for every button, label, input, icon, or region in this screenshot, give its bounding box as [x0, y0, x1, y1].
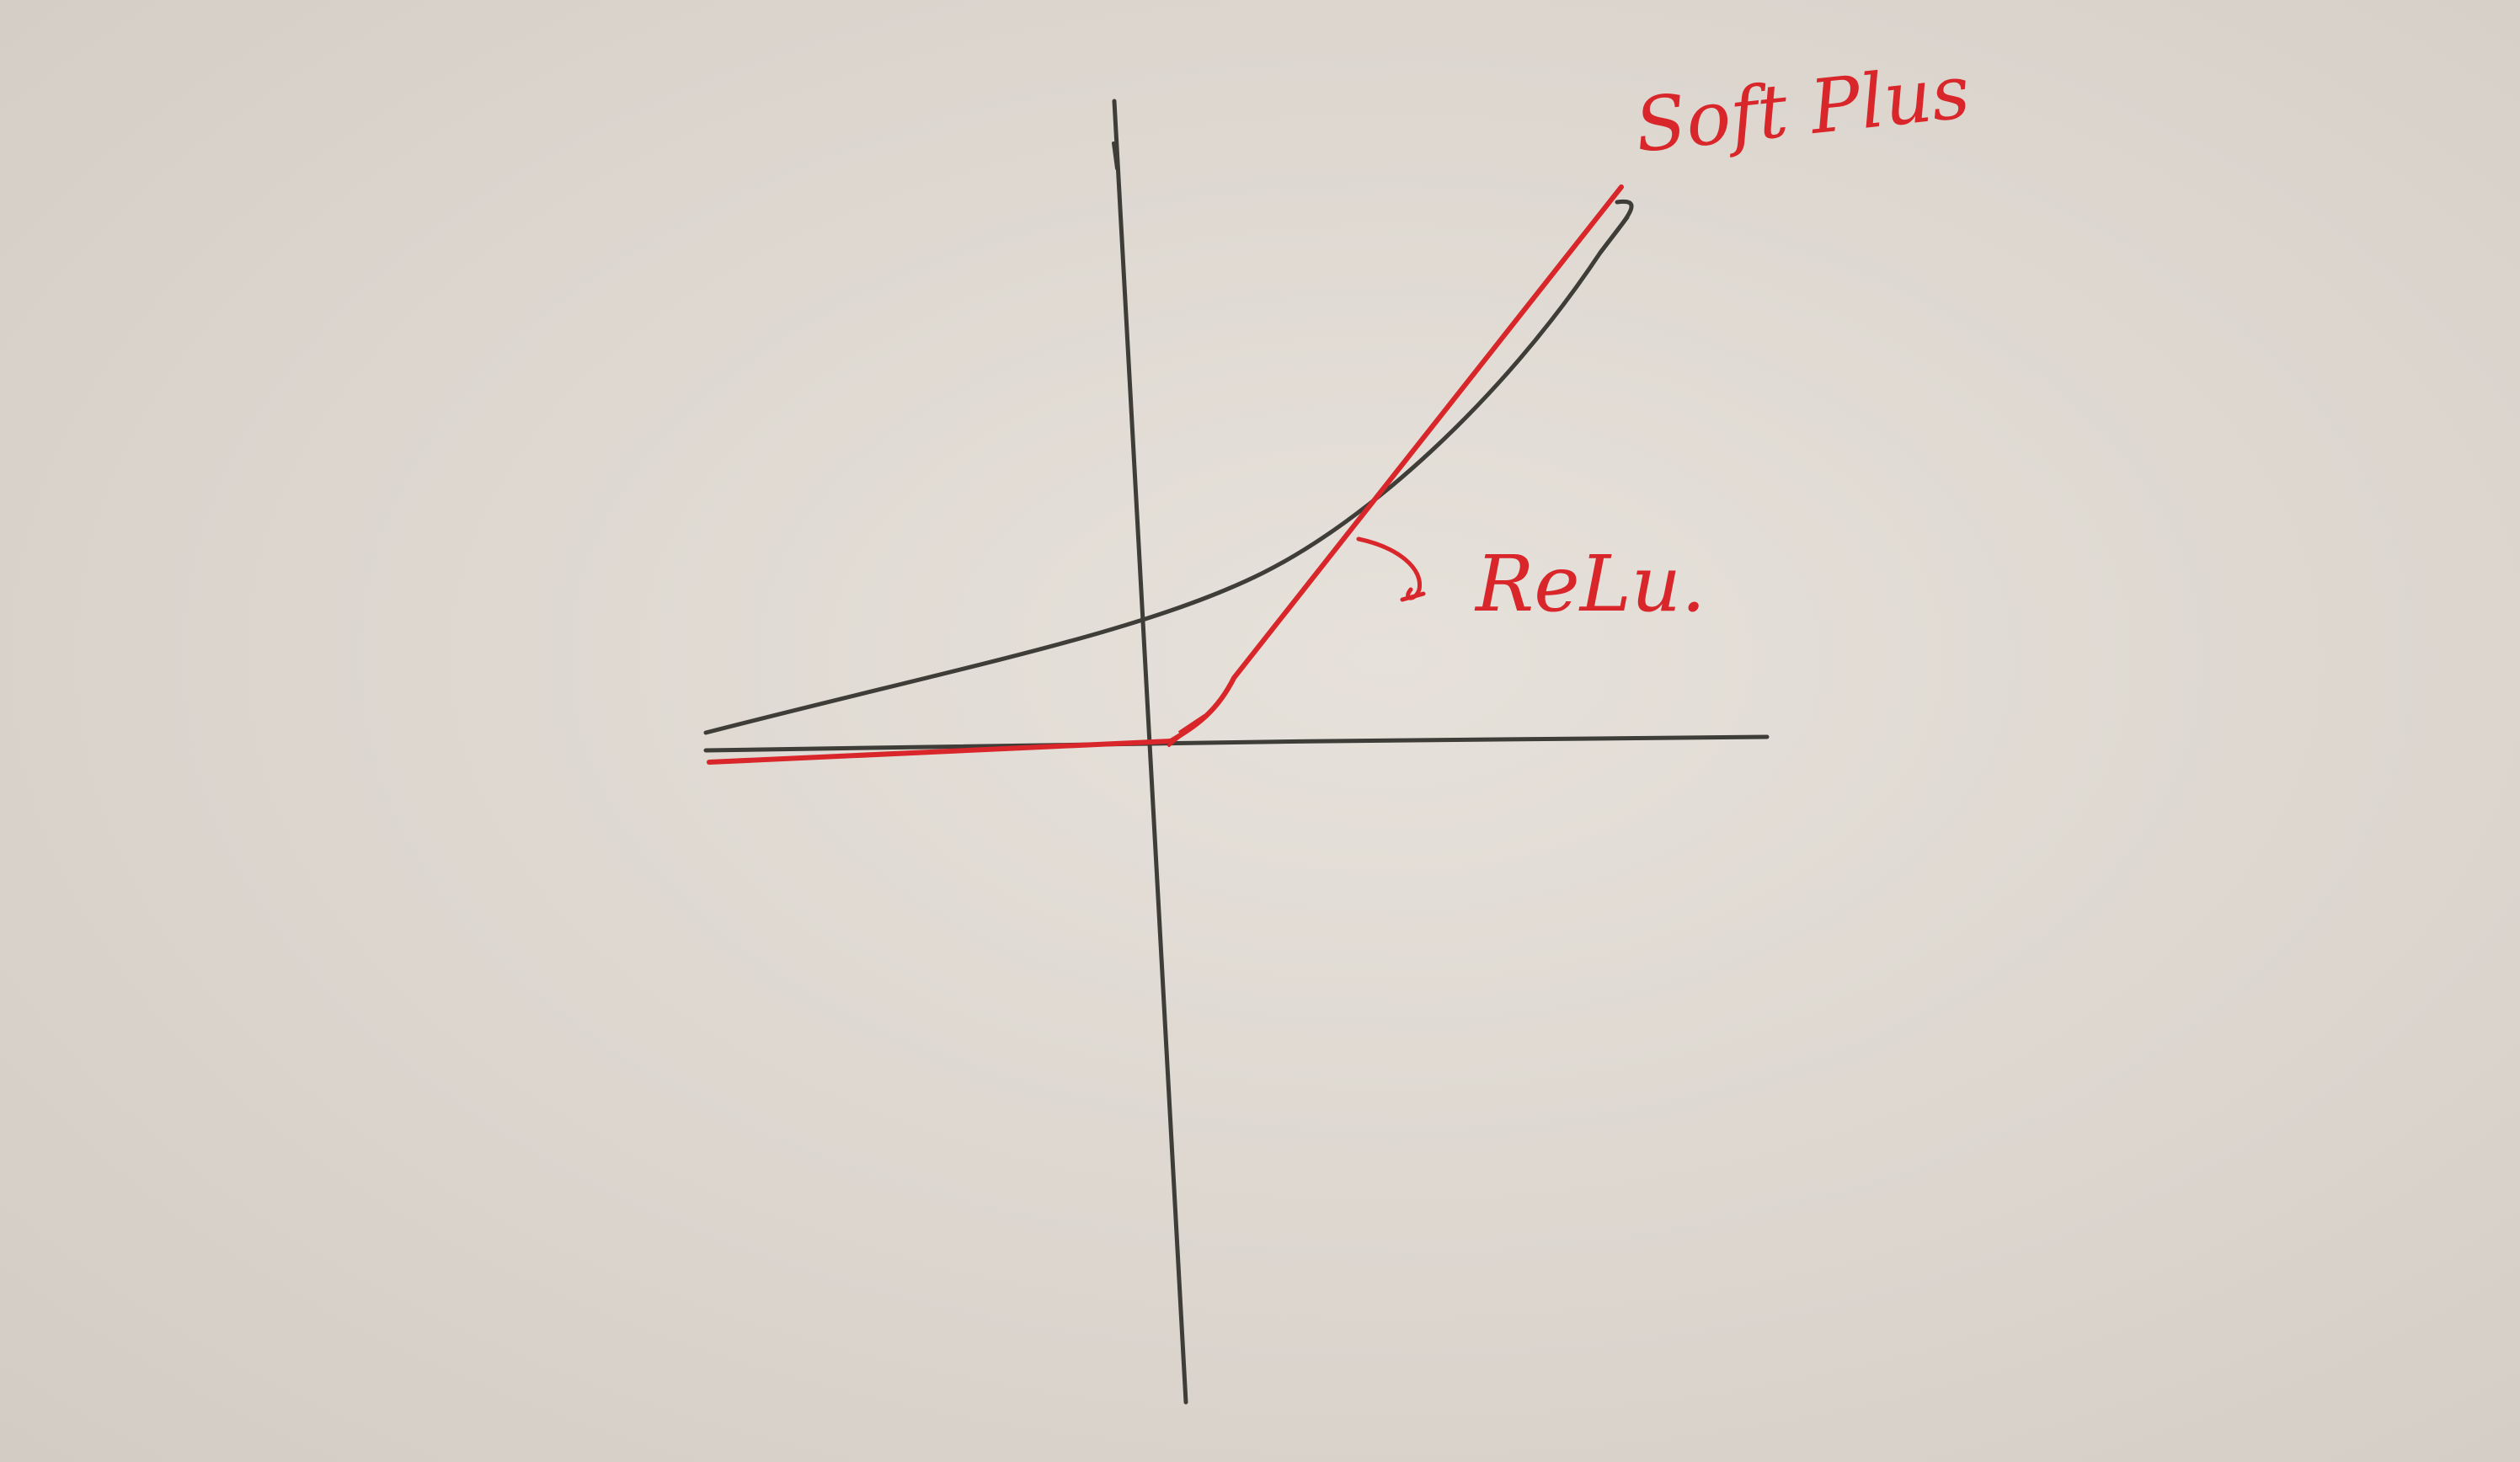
relu-line-rising: [1168, 184, 1624, 744]
y-axis: [1112, 99, 1188, 1405]
softplus-label: Soft Plus: [1631, 48, 1973, 169]
relu-label: ReLu.: [1474, 539, 1706, 629]
softplus-curve-end: [1598, 215, 1630, 255]
y-axis-tick: [1112, 141, 1119, 170]
relu-pointer-arrow: [1356, 536, 1426, 602]
relu-line-flat: [707, 739, 1173, 765]
softplus-curve: [703, 199, 1634, 735]
relu-origin-scribble: [1167, 714, 1206, 747]
x-axis: [703, 734, 1770, 753]
